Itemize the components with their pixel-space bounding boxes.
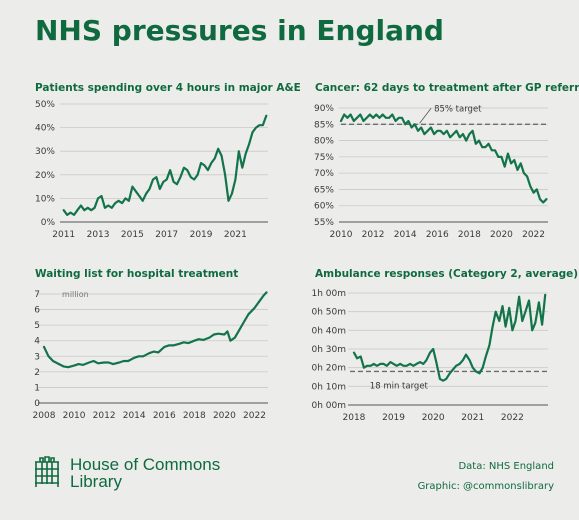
page-title: NHS pressures in England <box>35 14 444 47</box>
ae-ytick-label: 10% <box>35 194 55 204</box>
waiting-ytick-label: 3 <box>34 352 40 362</box>
ae-xtick-label: 2021 <box>224 230 247 240</box>
cancer-ytick-label: 60% <box>314 202 334 212</box>
cancer-xtick-label: 2016 <box>426 230 449 240</box>
ae-xtick-label: 2013 <box>87 230 110 240</box>
chart-title-ambulance: Ambulance responses (Category 2, average… <box>315 268 579 280</box>
cancer-ytick-label: 55% <box>314 218 334 228</box>
cancer-ytick-label: 70% <box>314 169 334 179</box>
waiting-xtick-label: 2008 <box>33 411 56 421</box>
cancer-ytick-label: 85% <box>314 120 334 130</box>
cancer-ytick-label: 80% <box>314 137 334 147</box>
waiting-ytick-label: 2 <box>34 368 40 378</box>
ae-xtick-label: 2019 <box>190 230 213 240</box>
ae-xtick-label: 2017 <box>155 230 178 240</box>
chart-title-ae: Patients spending over 4 hours in major … <box>35 82 301 94</box>
ae-ytick-label: 40% <box>35 124 55 134</box>
cancer-series-line <box>339 113 548 204</box>
graphic-credit: Graphic: @commonslibrary <box>417 481 554 492</box>
ae-ytick-label: 20% <box>35 171 55 181</box>
data-source: Data: NHS England <box>458 461 554 472</box>
ambulance-ytick-label: 0h 30m <box>311 345 346 355</box>
ae-xtick-label: 2011 <box>52 230 75 240</box>
cancer-ytick-label: 65% <box>314 185 334 195</box>
portcullis-icon <box>35 456 59 487</box>
ae-xtick-label: 2015 <box>121 230 144 240</box>
waiting-ytick-label: 7 <box>34 290 40 300</box>
house-of-commons-library-logo: House of Commons Library <box>32 456 220 490</box>
cancer-target-label: 85% target <box>434 104 482 114</box>
brand-subname: Library <box>70 472 122 491</box>
ambulance-ytick-label: 0h 50m <box>311 308 346 318</box>
cancer-xtick-label: 2018 <box>458 230 481 240</box>
ambulance-ytick-label: 1h 00m <box>311 289 346 299</box>
ambulance-series-line <box>352 293 547 382</box>
waiting-ytick-label: 4 <box>34 337 40 347</box>
cancer-xtick-label: 2012 <box>362 230 385 240</box>
cancer-xtick-label: 2020 <box>490 230 513 240</box>
cancer-ytick-label: 75% <box>314 153 334 163</box>
ambulance-ytick-label: 0h 40m <box>311 326 346 336</box>
waiting-xtick-label: 2012 <box>93 411 116 421</box>
cancer-xtick-label: 2022 <box>522 230 545 240</box>
waiting-ytick-label: 6 <box>34 306 40 316</box>
brand-name: House of Commons <box>70 455 221 474</box>
ambulance-xtick-label: 2018 <box>343 413 366 423</box>
cancer-xtick-label: 2010 <box>330 230 353 240</box>
ae-ytick-label: 30% <box>35 147 55 157</box>
ambulance-ytick-label: 0h 20m <box>311 364 346 374</box>
waiting-ytick-label: 0 <box>34 399 40 409</box>
cancer-ytick-label: 90% <box>314 104 334 114</box>
ambulance-ytick-label: 0h 00m <box>311 401 346 411</box>
ambulance-ytick-label: 0h 10m <box>311 382 346 392</box>
waiting-xtick-label: 2020 <box>213 411 236 421</box>
waiting-ytick-label: 1 <box>34 383 40 393</box>
waiting-xtick-label: 2016 <box>153 411 176 421</box>
ae-series-line <box>62 114 268 216</box>
waiting-unit-label: million <box>62 290 89 299</box>
cancer-target-leader <box>419 108 432 124</box>
waiting-xtick-label: 2010 <box>63 411 86 421</box>
ambulance-xtick-label: 2019 <box>382 413 405 423</box>
chart-title-waiting-list: Waiting list for hospital treatment <box>35 268 239 280</box>
chart-title-cancer: Cancer: 62 days to treatment after GP re… <box>315 82 579 94</box>
waiting-ytick-label: 5 <box>34 321 40 331</box>
waiting-series-line <box>42 291 268 369</box>
waiting-xtick-label: 2022 <box>243 411 266 421</box>
ae-ytick-label: 50% <box>35 100 55 110</box>
cancer-xtick-label: 2014 <box>394 230 417 240</box>
ambulance-target-label: 18 min target <box>370 381 429 391</box>
ae-ytick-label: 0% <box>41 218 56 228</box>
ambulance-xtick-label: 2022 <box>501 413 524 423</box>
ambulance-xtick-label: 2020 <box>422 413 445 423</box>
waiting-xtick-label: 2014 <box>123 411 146 421</box>
ambulance-xtick-label: 2021 <box>461 413 484 423</box>
waiting-xtick-label: 2018 <box>183 411 206 421</box>
